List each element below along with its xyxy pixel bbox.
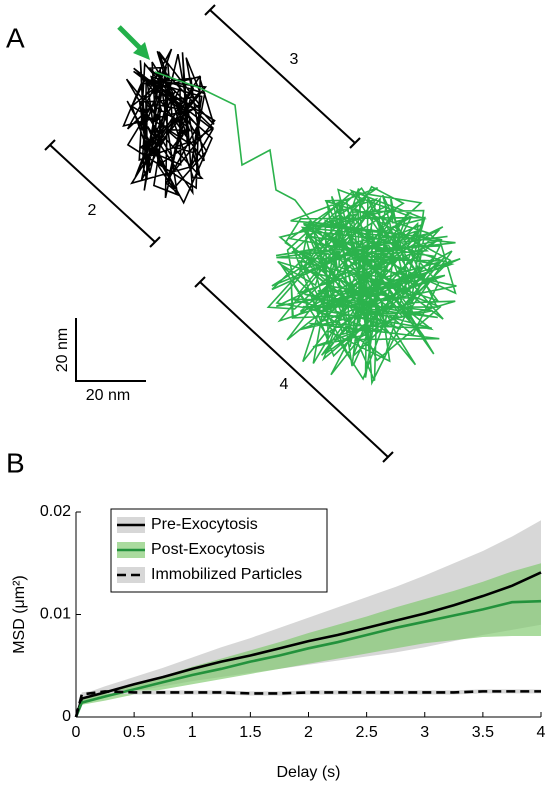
trajectory [122,48,216,205]
series-line [74,690,541,718]
legend-label: Immobilized Particles [151,566,302,583]
y-tick-label: 0.02 [40,503,71,520]
distance-bar-cap [204,4,216,16]
arrow-shaft [117,25,142,50]
x-tick-label: 1 [188,724,197,741]
x-tick-label: 3.5 [472,724,494,741]
legend-box [110,508,328,593]
distance-bar-cap [149,236,161,248]
legend-label: Post-Exocytosis [151,541,265,558]
distance-label: 2 [88,202,97,219]
x-tick-label: 4 [537,724,546,741]
y-tick-label: 0 [62,708,71,725]
arrow-head [133,42,150,60]
trajectory [154,71,461,386]
distance-label: 3 [290,51,299,68]
series-line [74,571,542,718]
x-tick-label: 2 [304,724,313,741]
y-tick-label: 0.01 [40,606,71,623]
series-line [74,599,542,718]
panel-label: B [6,447,25,478]
x-tick-label: 1.5 [239,724,261,741]
distance-bar [209,9,356,144]
scale-label: 20 nm [54,328,71,372]
x-tick-label: 3 [420,724,429,741]
panel-a: A 2 3 4 20 nm 20 nm [6,4,461,463]
legend-label: Pre-Exocytosis [151,516,258,533]
x-axis-label: Delay (s) [276,764,340,781]
scale-label: 20 nm [86,387,130,404]
panel-label: A [6,22,25,53]
trajectories [122,48,461,386]
distance-bar [199,281,389,458]
distance-bar [49,144,156,243]
y-axis-label: MSD (μm²) [11,575,28,654]
distance-bar-cap [349,137,361,149]
chart: 0 0.01 0.02 0 0.5 1 1.5 2 2.5 3 3.5 4 Delay (s) MSD (… [11,503,545,781]
x-tick-label: 2.5 [356,724,378,741]
distance-bar-cap [44,139,56,151]
distance-bar-cap [382,451,394,463]
distance-label: 4 [280,376,289,393]
x-tick-label: 0 [72,724,81,741]
distance-bar-cap [194,276,206,288]
x-tick-label: 0.5 [123,724,145,741]
